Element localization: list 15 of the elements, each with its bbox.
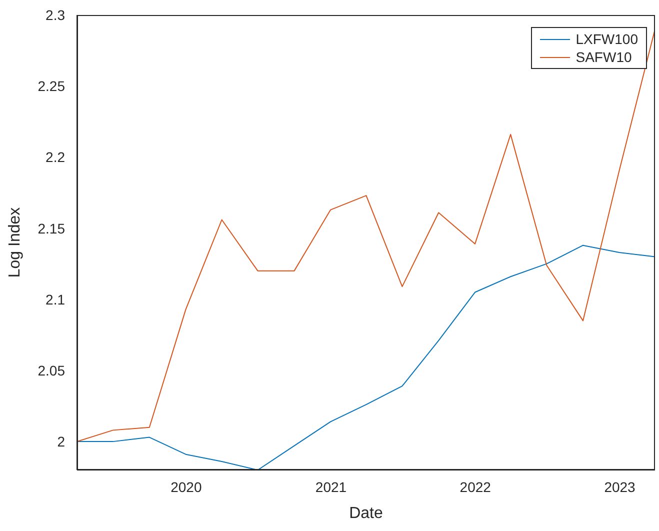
x-axis-title: Date	[349, 505, 383, 522]
y-tick-label: 2	[57, 434, 66, 450]
y-tick-label: 2.2	[46, 149, 66, 166]
legend-label: SAFW10	[576, 48, 632, 66]
y-tick-label: 2.1	[46, 291, 66, 308]
x-tick-label: 2020	[170, 478, 202, 495]
legend-label: LXFW100	[576, 30, 638, 48]
y-tick-label: 2.25	[38, 78, 66, 94]
y-axis-title: Log Index	[6, 207, 24, 278]
y-tick-label: 2.15	[38, 220, 66, 236]
x-tick-label: 2022	[460, 478, 492, 495]
y-tick-label: 2.3	[46, 6, 66, 23]
x-tick-label: 2021	[315, 478, 347, 495]
x-tick-label: 2023	[604, 478, 636, 495]
y-tick-label: 2.05	[38, 362, 66, 378]
